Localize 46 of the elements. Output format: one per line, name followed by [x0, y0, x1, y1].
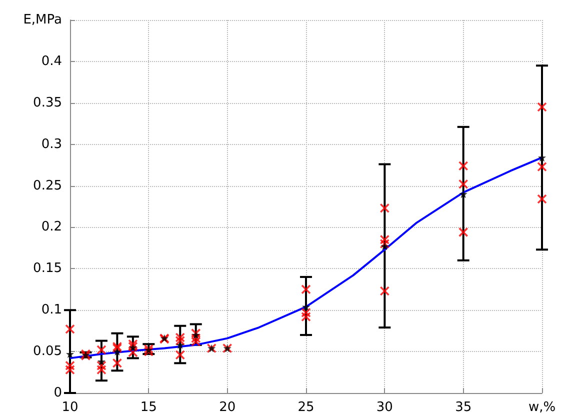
point: [301, 312, 311, 322]
point: [112, 358, 122, 368]
y-tick-label: 0.1: [41, 302, 62, 318]
point: [113, 348, 122, 356]
point: [301, 284, 311, 294]
point: [176, 340, 184, 349]
point: [458, 179, 468, 190]
point: [175, 332, 186, 342]
x-tick-label: 10: [62, 400, 78, 414]
x-tick-label: 25: [298, 400, 314, 414]
point: [96, 364, 106, 375]
point: [380, 242, 389, 250]
point: [458, 160, 468, 171]
y-tick-label: E,MPa: [23, 12, 62, 28]
point: [537, 194, 547, 204]
x-tick-label: 30: [376, 400, 393, 414]
x-tick-label: w,%: [528, 400, 556, 414]
y-tick-label: 0.15: [33, 261, 62, 276]
point: [144, 346, 154, 356]
point: [192, 330, 200, 339]
point: [301, 308, 311, 318]
point: [380, 286, 390, 296]
point: [380, 238, 390, 249]
point: [175, 350, 186, 360]
point: [96, 345, 106, 355]
y-tick-label: 0.05: [33, 344, 62, 360]
point: [537, 162, 547, 172]
point: [96, 360, 106, 371]
y-tick-label: 0.3: [41, 136, 62, 152]
point: [380, 203, 390, 214]
x-tick-label: 15: [140, 400, 157, 414]
x-tick-label: 35: [455, 400, 472, 414]
point: [458, 227, 468, 238]
x-tick-label: 20: [219, 400, 236, 414]
y-tick-label: 0.4: [41, 54, 62, 69]
point: [175, 336, 186, 346]
point: [65, 360, 75, 371]
point: [65, 324, 75, 334]
y-tick-label: 0.25: [33, 178, 62, 194]
point: [65, 364, 75, 375]
point: [537, 102, 547, 112]
y-tick-label: 0: [54, 386, 62, 400]
y-tick-label: 0.2: [41, 220, 62, 235]
point: [459, 190, 468, 198]
point: [380, 234, 390, 245]
y-tick-label: 0.35: [33, 95, 62, 110]
